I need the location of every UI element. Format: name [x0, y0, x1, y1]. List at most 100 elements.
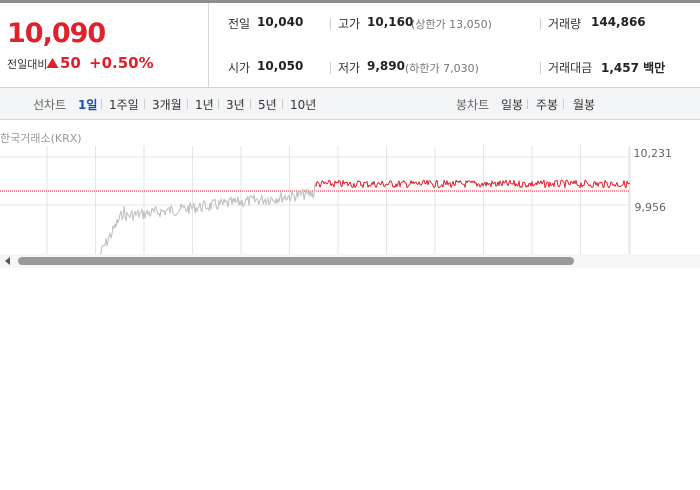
tab[interactable]: 5년 [258, 98, 277, 112]
price-line [492, 182, 495, 185]
price-line [523, 181, 526, 184]
price-line [363, 181, 366, 184]
price-line [495, 185, 498, 187]
stat-note: (상한가 13,050) [411, 18, 492, 31]
price-line [338, 179, 341, 182]
price-line [396, 183, 399, 188]
price-line [315, 181, 318, 187]
price-line [450, 184, 453, 188]
price-line [376, 182, 379, 186]
price-line [521, 181, 524, 188]
price-line [616, 182, 619, 187]
price-line [362, 182, 365, 188]
scroll-left[interactable] [5, 257, 10, 265]
price-line [575, 180, 578, 185]
scrollbar-thumb[interactable] [18, 257, 574, 265]
price-line [427, 180, 430, 186]
price-line [515, 183, 518, 186]
price-line [527, 183, 530, 188]
price-line [413, 182, 416, 185]
price-line [576, 184, 579, 186]
stat-label: 전일 [228, 17, 251, 31]
price-line [99, 183, 317, 255]
price-line [350, 184, 353, 188]
price-line [592, 181, 595, 188]
tab[interactable]: 3년 [226, 98, 245, 112]
price-line [505, 179, 508, 184]
price-line [354, 186, 357, 188]
price-line [452, 181, 455, 186]
price-line [591, 186, 594, 189]
stat-value: 9,890 [367, 59, 405, 73]
price-line [482, 183, 485, 187]
tab-group-label: 선차트 [33, 98, 67, 112]
price-line [584, 179, 587, 182]
stat-value: 1,457 백만 [601, 61, 666, 75]
price-line [544, 184, 547, 188]
price-line [420, 183, 423, 186]
price-line [499, 180, 502, 184]
price-line [538, 182, 541, 185]
tab[interactable]: 일봉 [501, 98, 524, 112]
price-line [464, 180, 467, 188]
price-line [487, 183, 490, 186]
price-line [479, 185, 482, 188]
tab[interactable]: 1일 [78, 98, 98, 112]
price-line [387, 182, 390, 186]
tab[interactable]: 3개월 [152, 98, 182, 112]
price-line [522, 181, 525, 183]
stat-value: 10,040 [257, 15, 304, 29]
price-line [408, 183, 411, 186]
price-line [460, 181, 463, 185]
price-line [564, 180, 567, 189]
price-line [390, 180, 393, 184]
price-line [562, 181, 565, 183]
price-line [531, 181, 534, 187]
price-line [628, 182, 631, 184]
price-line [604, 179, 607, 183]
stat-label: 고가 [338, 17, 361, 31]
price-line [599, 181, 602, 184]
price-line [355, 183, 358, 187]
tab[interactable]: 10년 [290, 98, 317, 112]
price-line [561, 179, 564, 182]
price-line [331, 183, 334, 185]
price-chart: 10,231 9,956 [0, 146, 700, 268]
price-line [406, 186, 409, 189]
price-line [434, 181, 437, 188]
price-line [353, 182, 356, 188]
price-line [541, 181, 544, 185]
price-line [583, 180, 586, 186]
tab[interactable]: 주봉 [536, 98, 559, 112]
tab[interactable]: 1주일 [109, 98, 139, 112]
price-line [421, 180, 424, 185]
price-line [359, 180, 362, 186]
price-line [610, 181, 613, 184]
tab[interactable]: 월봉 [573, 98, 596, 112]
price-line [382, 182, 385, 187]
price-line [603, 179, 606, 188]
price-line [373, 180, 376, 186]
price-line [357, 180, 360, 183]
price-line [559, 179, 562, 186]
price-line [618, 185, 621, 188]
stat-value: 144,866 [591, 15, 646, 29]
price-line [391, 182, 394, 188]
price-line [476, 183, 479, 187]
price-line [569, 180, 572, 186]
change-label: 전일대비 [7, 58, 48, 71]
price-line [558, 184, 561, 188]
price-line [585, 180, 588, 183]
price-line [339, 180, 342, 186]
price-line [347, 183, 350, 187]
price-line [433, 186, 436, 189]
price-line [439, 185, 442, 188]
tab[interactable]: 1년 [195, 98, 214, 112]
price-block: 10,090 전일대비 50 +0.50% [0, 3, 209, 88]
price-line [545, 181, 548, 186]
price-line [438, 186, 441, 189]
current-price: 10,090 [7, 18, 106, 49]
price-line [589, 184, 592, 187]
price-line [418, 181, 421, 185]
price-line [625, 180, 628, 189]
